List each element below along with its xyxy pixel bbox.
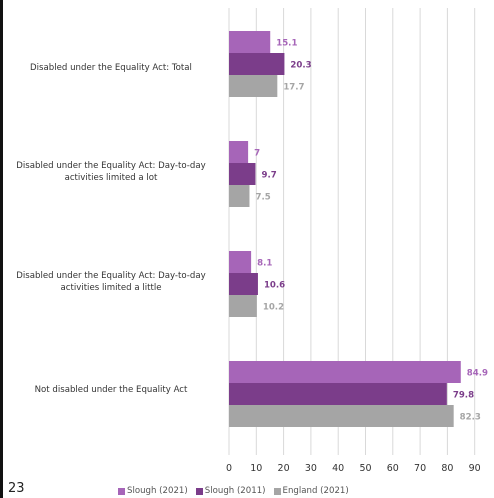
data-label-series0-cat2: 8.1 <box>257 259 272 269</box>
legend-swatch-slough-2021 <box>118 487 125 495</box>
bar-series1-cat2 <box>229 273 258 295</box>
data-label-series2-cat0: 17.7 <box>283 83 304 93</box>
bar-series2-cat0 <box>229 75 278 97</box>
category-label-limited-a-little: Disabled under the Equality Act: Day-to-… <box>16 271 206 293</box>
bar-series1-cat0 <box>229 53 285 75</box>
legend-item-slough-2011: Slough (2011) <box>195 486 266 496</box>
data-label-series2-cat3: 82.3 <box>460 413 481 423</box>
bar-series1-cat3 <box>229 383 447 405</box>
page-number: 23 <box>8 481 25 496</box>
data-label-series0-cat0: 15.1 <box>276 39 297 49</box>
legend-label-slough-2011: Slough (2011) <box>204 486 266 496</box>
bar-series0-cat3 <box>229 361 461 383</box>
x-tick-label: 80 <box>441 463 453 474</box>
x-tick-label: 60 <box>387 463 399 474</box>
bar-series2-cat1 <box>229 185 250 207</box>
category-label-disabled-total: Disabled under the Equality Act: Total <box>30 63 192 73</box>
legend-swatch-slough-2011 <box>195 487 203 495</box>
legend-item-england-2021: England (2021) <box>273 486 349 496</box>
data-label-series1-cat2: 10.6 <box>264 281 285 291</box>
category-label-not-disabled: Not disabled under the Equality Act <box>34 385 188 395</box>
bar-series2-cat3 <box>229 405 454 427</box>
x-tick-label: 30 <box>305 463 317 474</box>
bar-series0-cat0 <box>229 31 271 53</box>
bar-series1-cat1 <box>229 163 256 185</box>
x-tick-label: 70 <box>414 463 426 474</box>
legend-label-england-2021: England (2021) <box>282 486 349 496</box>
data-label-series2-cat2: 10.2 <box>263 303 284 313</box>
legend-swatch-england-2021 <box>273 487 281 495</box>
chart-legend: Slough (2021) Slough (2011) England (202… <box>118 486 349 496</box>
data-label-series1-cat1: 9.7 <box>261 171 276 181</box>
x-tick-label: 20 <box>278 463 290 474</box>
category-label-limited-a-lot: Disabled under the Equality Act: Day-to-… <box>16 161 206 183</box>
legend-label-slough-2021: Slough (2021) <box>127 486 188 496</box>
data-label-series2-cat1: 7.5 <box>255 193 270 203</box>
data-label-series1-cat3: 79.8 <box>453 391 474 401</box>
x-tick-label: 50 <box>359 463 371 474</box>
bar-series0-cat1 <box>229 141 249 163</box>
x-tick-label: 0 <box>226 463 232 474</box>
data-label-series1-cat0: 20.3 <box>290 61 311 71</box>
x-tick-label: 90 <box>469 463 481 474</box>
x-tick-label: 10 <box>250 463 262 474</box>
data-label-series0-cat1: 7 <box>254 149 260 159</box>
data-label-series0-cat3: 84.9 <box>467 369 488 379</box>
left-edge-bar <box>0 0 3 498</box>
bar-series0-cat2 <box>229 251 252 273</box>
legend-item-slough-2021: Slough (2021) <box>118 486 188 496</box>
x-tick-label: 40 <box>332 463 344 474</box>
bar-series2-cat2 <box>229 295 257 317</box>
